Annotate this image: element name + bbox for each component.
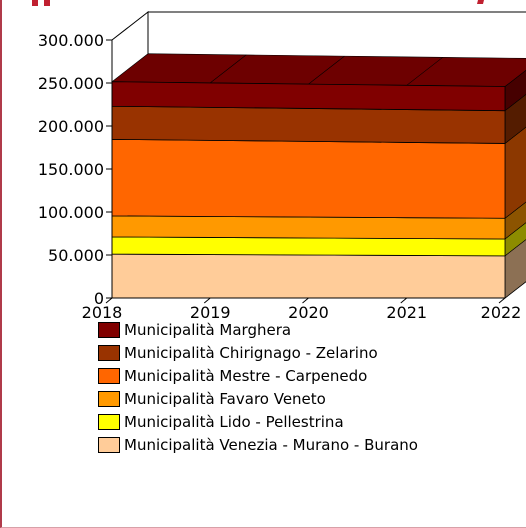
series-area — [111, 253, 506, 299]
legend-label: Municipalità Venezia - Murano - Burano — [124, 435, 418, 454]
y-tick-label: 300.000 — [38, 31, 104, 50]
x-tick — [400, 297, 408, 304]
legend-swatch — [98, 436, 120, 453]
legend: Municipalità Marghera Municipalità Chirig… — [98, 318, 418, 456]
legend-item: Municipalità Venezia - Murano - Burano — [98, 433, 418, 456]
series-area — [111, 215, 506, 240]
series-area — [111, 236, 506, 257]
legend-label: Municipalità Marghera — [124, 320, 292, 339]
legend-item: Municipalità Marghera — [98, 318, 418, 341]
series-area — [111, 138, 506, 219]
y-tick-label: 250.000 — [38, 74, 104, 93]
x-tick-label: 2021 — [386, 303, 427, 318]
x-tick-label: 2019 — [190, 303, 231, 318]
x-tick — [498, 297, 506, 304]
top-face — [111, 53, 526, 87]
x-tick-label: 2018 — [82, 303, 123, 318]
legend-swatch — [98, 413, 120, 430]
legend-label: Municipalità Mestre - Carpenedo — [124, 366, 368, 385]
y-tick-label: 50.000 — [48, 246, 104, 265]
legend-item: Municipalità Favaro Veneto — [98, 387, 418, 410]
legend-swatch — [98, 367, 120, 384]
legend-label: Municipalità Lido - Pellestrina — [124, 412, 344, 431]
series-area — [111, 105, 506, 144]
y-tick-label: 200.000 — [38, 117, 104, 136]
x-tick — [105, 297, 113, 304]
x-tick-label: 2022 — [481, 303, 522, 318]
x-tick — [203, 297, 211, 304]
top-face-edge — [406, 57, 443, 86]
series-area — [111, 81, 506, 112]
legend-swatch — [98, 390, 120, 407]
title-fragment-graphic — [32, 0, 484, 6]
top-face-edge — [210, 54, 247, 84]
y-tick-label: 150.000 — [38, 160, 104, 179]
legend-label: Municipalità Favaro Veneto — [124, 389, 326, 408]
chart-plot: 0 50.000 100.000 150.000 200.000 250.000 300.0… — [38, 10, 526, 318]
y-tick-label: 100.000 — [38, 203, 104, 222]
y-tick-label: 0 — [94, 289, 104, 308]
legend-label: Municipalità Chirignago - Zelarino — [124, 343, 378, 362]
legend-item: Municipalità Mestre - Carpenedo — [98, 364, 418, 387]
legend-item: Municipalità Lido - Pellestrina — [98, 410, 418, 433]
legend-swatch — [98, 321, 120, 338]
x-tick — [302, 297, 309, 304]
legend-item: Municipalità Chirignago - Zelarino — [98, 341, 418, 364]
x-tick-label: 2020 — [288, 303, 329, 318]
top-face-edge — [308, 55, 345, 85]
legend-swatch — [98, 344, 120, 361]
